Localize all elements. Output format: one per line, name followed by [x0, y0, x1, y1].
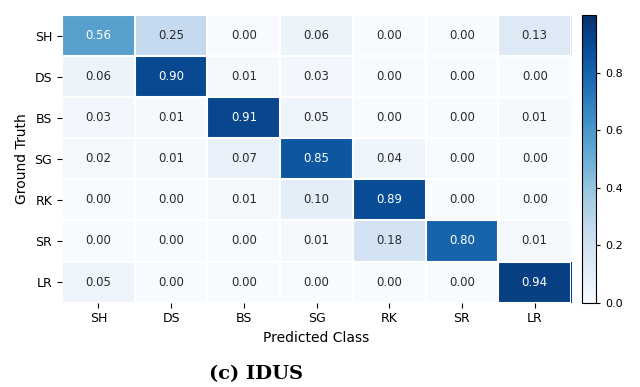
- Text: 0.94: 0.94: [522, 276, 548, 289]
- Text: 0.00: 0.00: [86, 235, 111, 248]
- Text: 0.05: 0.05: [303, 111, 330, 124]
- Text: 0.02: 0.02: [85, 152, 111, 165]
- Text: 0.91: 0.91: [231, 111, 257, 124]
- Text: (c) IDUS: (c) IDUS: [209, 365, 303, 383]
- Text: 0.00: 0.00: [158, 235, 184, 248]
- Text: 0.00: 0.00: [158, 194, 184, 206]
- Text: 0.07: 0.07: [231, 152, 257, 165]
- Text: 0.01: 0.01: [158, 111, 184, 124]
- Text: 0.00: 0.00: [522, 194, 548, 206]
- Text: 0.06: 0.06: [303, 29, 330, 42]
- Text: 0.00: 0.00: [449, 111, 475, 124]
- Text: 0.00: 0.00: [449, 29, 475, 42]
- Text: 0.01: 0.01: [522, 235, 548, 248]
- Text: 0.90: 0.90: [158, 70, 184, 83]
- Text: 0.04: 0.04: [376, 152, 403, 165]
- Text: 0.05: 0.05: [86, 276, 111, 289]
- Text: 0.56: 0.56: [85, 29, 111, 42]
- Text: 0.85: 0.85: [303, 152, 330, 165]
- Text: 0.01: 0.01: [231, 194, 257, 206]
- Text: 0.10: 0.10: [303, 194, 330, 206]
- Text: 0.03: 0.03: [303, 70, 330, 83]
- Y-axis label: Ground Truth: Ground Truth: [15, 113, 29, 204]
- Text: 0.00: 0.00: [86, 194, 111, 206]
- Text: 0.00: 0.00: [376, 111, 402, 124]
- Text: 0.00: 0.00: [376, 29, 402, 42]
- Text: 0.01: 0.01: [522, 111, 548, 124]
- Text: 0.00: 0.00: [522, 152, 548, 165]
- Text: 0.00: 0.00: [231, 235, 257, 248]
- Text: 0.00: 0.00: [449, 152, 475, 165]
- Text: 0.06: 0.06: [85, 70, 111, 83]
- Text: 0.89: 0.89: [376, 194, 403, 206]
- Text: 0.00: 0.00: [303, 276, 330, 289]
- Text: 0.18: 0.18: [376, 235, 403, 248]
- Text: 0.00: 0.00: [449, 194, 475, 206]
- Text: 0.00: 0.00: [522, 70, 548, 83]
- Text: 0.00: 0.00: [376, 276, 402, 289]
- X-axis label: Predicted Class: Predicted Class: [264, 331, 370, 345]
- Text: 0.00: 0.00: [231, 29, 257, 42]
- Text: 0.01: 0.01: [231, 70, 257, 83]
- Text: 0.00: 0.00: [231, 276, 257, 289]
- Text: 0.00: 0.00: [158, 276, 184, 289]
- Text: 0.00: 0.00: [376, 70, 402, 83]
- Text: 0.01: 0.01: [303, 235, 330, 248]
- Text: 0.13: 0.13: [522, 29, 548, 42]
- Text: 0.03: 0.03: [86, 111, 111, 124]
- Text: 0.00: 0.00: [449, 70, 475, 83]
- Text: 0.80: 0.80: [449, 235, 475, 248]
- Text: 0.01: 0.01: [158, 152, 184, 165]
- Text: 0.00: 0.00: [449, 276, 475, 289]
- Text: 0.25: 0.25: [158, 29, 184, 42]
